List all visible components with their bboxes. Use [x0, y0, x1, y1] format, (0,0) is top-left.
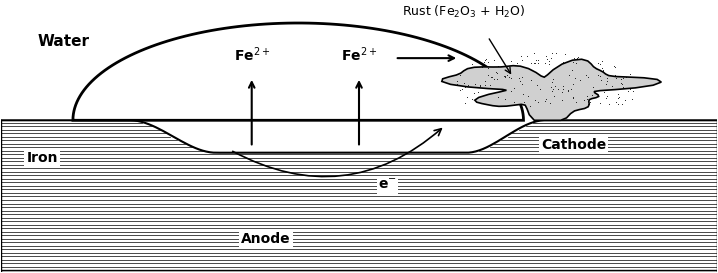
- Text: Cathode: Cathode: [541, 138, 606, 152]
- Text: Water: Water: [37, 34, 89, 49]
- Text: Rust (Fe$_2$O$_3$ + H$_2$O): Rust (Fe$_2$O$_3$ + H$_2$O): [402, 4, 525, 20]
- Polygon shape: [1, 120, 717, 272]
- Text: Anode: Anode: [241, 232, 291, 246]
- FancyArrowPatch shape: [233, 129, 442, 177]
- Text: Iron: Iron: [27, 151, 58, 165]
- Text: Fe$^{2+}$: Fe$^{2+}$: [233, 45, 270, 64]
- Text: Fe$^{2+}$: Fe$^{2+}$: [341, 45, 377, 64]
- Polygon shape: [442, 59, 661, 120]
- Text: e$^{-}$: e$^{-}$: [378, 178, 397, 192]
- Polygon shape: [73, 23, 523, 120]
